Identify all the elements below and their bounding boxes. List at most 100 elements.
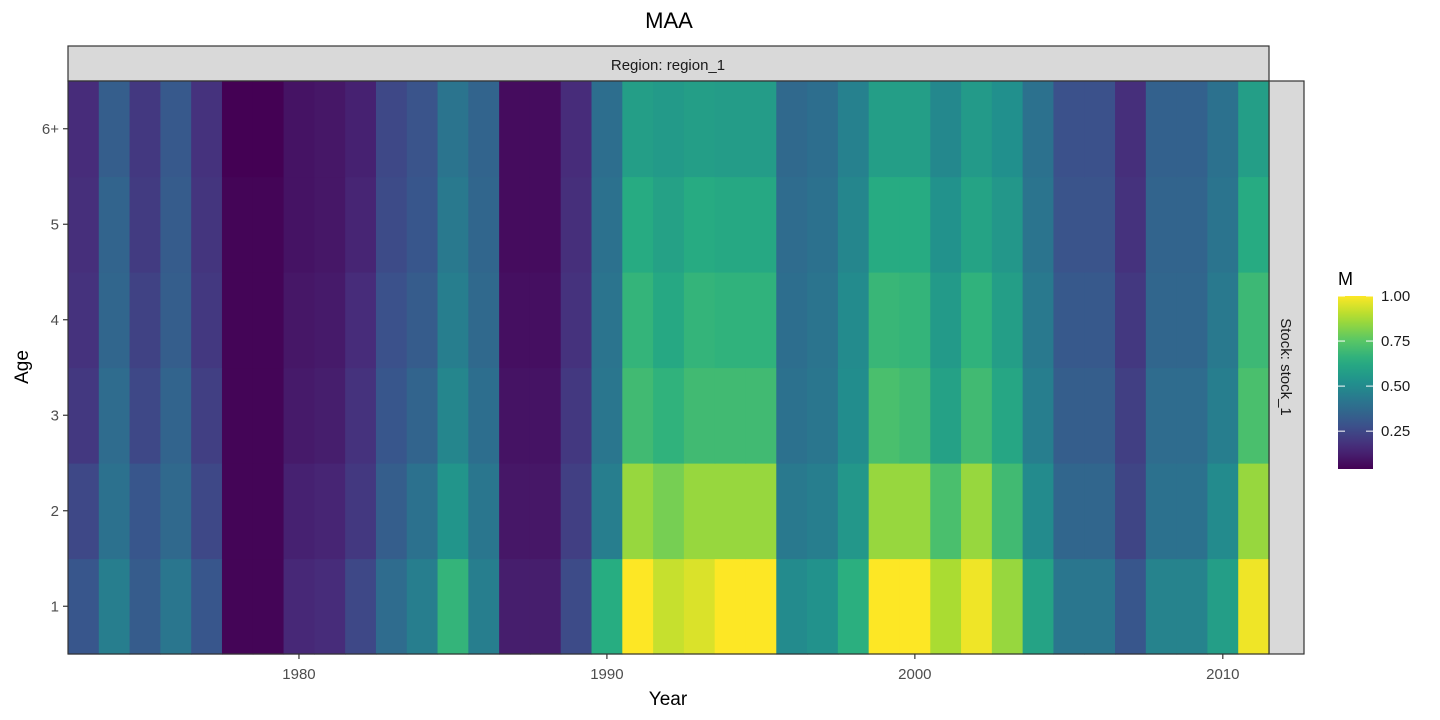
- heatmap-cell: [560, 81, 593, 178]
- heatmap-cell: [191, 463, 223, 560]
- heatmap-cell: [1115, 367, 1147, 464]
- heatmap-cell: [745, 367, 777, 464]
- heatmap-cell: [283, 272, 315, 369]
- heatmap-cell: [807, 367, 839, 464]
- heatmap-cell: [1115, 81, 1147, 178]
- heatmap-cell: [1207, 81, 1239, 178]
- heatmap-cell: [807, 272, 839, 369]
- heatmap-cell: [714, 272, 747, 369]
- heatmap-cell: [683, 272, 716, 369]
- heatmap-cell: [160, 176, 192, 273]
- heatmap-cell: [406, 558, 439, 655]
- heatmap-cell: [776, 272, 808, 369]
- heatmap-cell: [837, 558, 870, 655]
- heatmap-cell: [375, 558, 408, 655]
- heatmap-cell: [406, 81, 439, 178]
- heatmap-cell: [1084, 367, 1116, 464]
- heatmap-cell: [1022, 558, 1055, 655]
- heatmap-cell: [283, 81, 315, 178]
- heatmap-cell: [745, 81, 777, 178]
- heatmap-cell: [375, 176, 408, 273]
- heatmap-cell: [745, 176, 777, 273]
- heatmap-cell: [375, 463, 408, 560]
- heatmap-cell: [499, 272, 531, 369]
- heatmap-cell: [776, 463, 808, 560]
- heatmap-cell: [653, 367, 685, 464]
- heatmap-cell: [961, 81, 993, 178]
- heatmap-cell: [683, 463, 716, 560]
- heatmap-cell: [714, 176, 747, 273]
- heatmap-cell: [930, 272, 962, 369]
- heatmap-cell: [221, 81, 254, 178]
- y-tick-label: 3: [51, 407, 59, 424]
- heatmap-cell: [1022, 272, 1055, 369]
- heatmap-cell: [653, 558, 685, 655]
- heatmap-cell: [899, 176, 931, 273]
- x-tick-label: 2000: [898, 666, 931, 683]
- heatmap-cell: [98, 463, 131, 560]
- heatmap-cell: [499, 463, 531, 560]
- heatmap-cell: [345, 558, 377, 655]
- heatmap-cell: [991, 558, 1024, 655]
- heatmap-cell: [314, 81, 346, 178]
- heatmap-cell: [622, 463, 654, 560]
- y-tick-label: 2: [51, 503, 59, 520]
- heatmap-cell: [591, 367, 623, 464]
- heatmap-cell: [345, 176, 377, 273]
- heatmap-cell: [191, 558, 223, 655]
- heatmap-cell: [1238, 81, 1270, 178]
- heatmap-cell: [1238, 176, 1270, 273]
- heatmap-cell: [930, 367, 962, 464]
- heatmap-cell: [1022, 81, 1055, 178]
- heatmap-cell: [1115, 176, 1147, 273]
- heatmap-cell: [899, 272, 931, 369]
- heatmap-cell: [899, 81, 931, 178]
- heatmap-cell: [1238, 558, 1270, 655]
- heatmap-cell: [868, 463, 901, 560]
- heatmap-cell: [591, 463, 623, 560]
- heatmap-cell: [129, 558, 161, 655]
- y-tick-label: 6+: [42, 121, 59, 138]
- heatmap-cell: [529, 558, 562, 655]
- heatmap-cell: [930, 558, 962, 655]
- heatmap-cell: [98, 558, 131, 655]
- heatmap-cell: [807, 81, 839, 178]
- heatmap-cell: [653, 463, 685, 560]
- heatmap-cell: [1084, 272, 1116, 369]
- heatmap-cell: [252, 81, 285, 178]
- panel-border: [67, 80, 1270, 655]
- heatmap-cell: [437, 81, 469, 178]
- heatmap-cell: [1238, 367, 1270, 464]
- heatmap-cell: [1145, 272, 1178, 369]
- heatmap-cell: [1084, 558, 1116, 655]
- heatmap-cell: [991, 463, 1024, 560]
- heatmap-cell: [221, 272, 254, 369]
- heatmap-cell: [1145, 367, 1178, 464]
- heatmap-cell: [252, 367, 285, 464]
- heatmap-cell: [252, 176, 285, 273]
- heatmap-cell: [714, 558, 747, 655]
- heatmap-cell: [129, 176, 161, 273]
- heatmap-cell: [375, 81, 408, 178]
- heatmap-cell: [961, 176, 993, 273]
- heatmap-cell: [160, 558, 192, 655]
- heatmap-cell: [221, 176, 254, 273]
- heatmap-cell: [714, 81, 747, 178]
- heatmap-cell: [437, 367, 469, 464]
- heatmap-cell: [283, 176, 315, 273]
- heatmap-cell: [1207, 367, 1239, 464]
- heatmap-cell: [930, 176, 962, 273]
- heatmap-cell: [406, 463, 439, 560]
- heatmap-cell: [1022, 367, 1055, 464]
- heatmap-cell: [899, 463, 931, 560]
- heatmap-cell: [776, 367, 808, 464]
- heatmap-cell: [683, 176, 716, 273]
- heatmap-cell: [1238, 272, 1270, 369]
- facet-strip-top: [67, 45, 1270, 82]
- heatmap-cell: [345, 367, 377, 464]
- heatmap-cell: [345, 81, 377, 178]
- heatmap-cell: [1145, 463, 1178, 560]
- heatmap-cell: [499, 81, 531, 178]
- heatmap-cell: [314, 367, 346, 464]
- heatmap-cell: [437, 463, 469, 560]
